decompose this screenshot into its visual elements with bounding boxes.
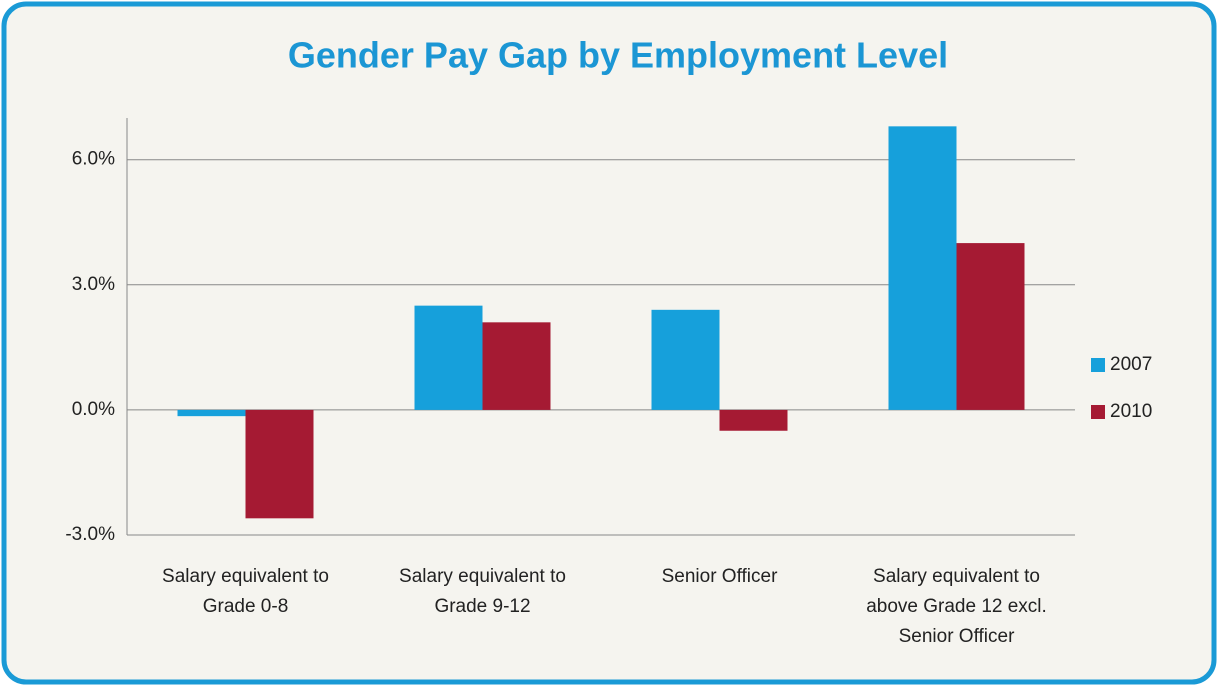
bar — [245, 409, 314, 519]
bar — [414, 305, 483, 410]
bar — [177, 409, 246, 417]
legend-label: 2010 — [1110, 401, 1152, 422]
y-tick-label: 3.0% — [72, 274, 115, 295]
chart-title: Gender Pay Gap by Employment Level — [288, 35, 948, 76]
y-tick-label: -3.0% — [65, 524, 115, 545]
bar — [888, 126, 957, 410]
x-tick-label: Salary equivalent to Grade 0-8 — [162, 566, 329, 617]
bar — [482, 322, 551, 410]
bar — [719, 409, 788, 431]
bar — [956, 243, 1025, 410]
legend-swatch — [1091, 405, 1105, 419]
legend-swatch — [1091, 358, 1105, 372]
x-tick-label: Salary equivalent to above Grade 12 excl.… — [866, 566, 1047, 647]
bar — [651, 309, 720, 410]
y-tick-label: 6.0% — [72, 149, 115, 170]
x-tick-label: Senior Officer — [662, 566, 778, 587]
legend-label: 2007 — [1110, 354, 1152, 375]
x-tick-label: Salary equivalent to Grade 9-12 — [399, 566, 566, 617]
y-tick-label: 0.0% — [72, 399, 115, 420]
